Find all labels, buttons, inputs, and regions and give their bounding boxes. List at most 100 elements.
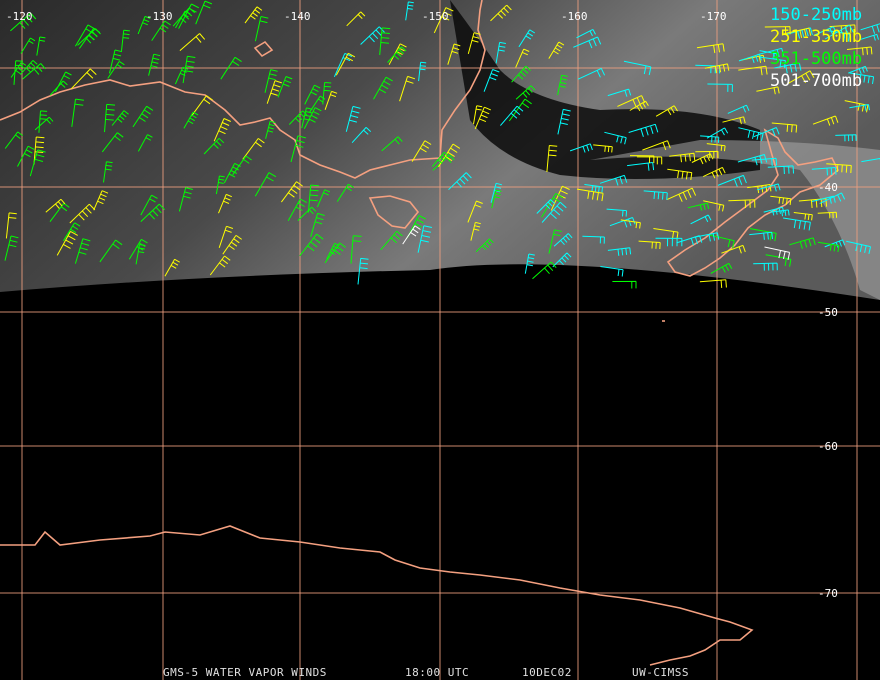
wind-barb xyxy=(387,46,407,63)
australia-coast xyxy=(0,0,486,179)
wind-barb xyxy=(627,162,655,171)
wind-barb xyxy=(109,49,123,74)
footer-title: GMS-5 WATER VAPOR WINDS xyxy=(163,666,327,679)
wind-barb xyxy=(604,131,627,145)
wind-barb xyxy=(333,52,353,78)
wind-barb xyxy=(691,153,714,165)
wind-barb xyxy=(36,36,46,56)
wind-barb xyxy=(220,56,242,80)
wind-barb xyxy=(817,241,840,252)
wind-barb xyxy=(38,110,48,133)
wind-barb xyxy=(33,136,45,165)
wind-barb xyxy=(767,165,794,175)
wind-barb xyxy=(638,240,661,250)
wind-barb xyxy=(4,235,19,261)
wind-barb xyxy=(264,69,278,93)
wind-barb xyxy=(696,43,725,54)
wind-barb xyxy=(629,155,655,164)
legend-entry: 251-350mb xyxy=(770,27,862,47)
wind-barb xyxy=(280,181,303,203)
wind-barb xyxy=(643,190,668,200)
wind-barb xyxy=(629,100,649,112)
wind-barb xyxy=(600,266,624,277)
wind-barb xyxy=(218,193,232,214)
wind-barb xyxy=(381,136,403,152)
wind-barb xyxy=(218,225,234,248)
wind-barb xyxy=(515,48,530,68)
longitude-label: -140 xyxy=(284,10,311,23)
wind-barb xyxy=(178,187,193,212)
wind-barb xyxy=(34,116,54,131)
wind-barb xyxy=(749,231,773,240)
wind-barb xyxy=(174,66,189,85)
wind-barb xyxy=(606,208,628,217)
wind-barb xyxy=(617,95,646,107)
wind-barb xyxy=(307,184,319,213)
wind-barb xyxy=(140,194,158,216)
longitude-label: -120 xyxy=(6,10,33,23)
wind-barb xyxy=(132,105,154,128)
wind-barb xyxy=(182,55,196,84)
wind-barb xyxy=(835,134,857,142)
wind-barb xyxy=(764,26,791,35)
wind-barb xyxy=(345,105,361,132)
wind-barb xyxy=(322,82,332,105)
wind-barb xyxy=(721,244,746,254)
latitude-label: -70 xyxy=(818,587,838,600)
wind-barb xyxy=(137,134,153,152)
wind-barb xyxy=(490,182,503,203)
wind-barb xyxy=(433,7,454,34)
wind-barb xyxy=(756,86,780,95)
wind-barb xyxy=(490,4,512,22)
wind-barb xyxy=(593,144,613,153)
wind-barb xyxy=(770,209,790,217)
wind-barb xyxy=(373,76,393,100)
wind-barb xyxy=(576,28,596,39)
wind-barb xyxy=(550,185,570,211)
wind-barb xyxy=(702,166,726,179)
wind-barb xyxy=(5,212,17,239)
wind-barb xyxy=(753,127,780,138)
wind-barb xyxy=(569,143,593,153)
wind-barb xyxy=(532,261,557,280)
wind-barb xyxy=(17,145,35,167)
wind-barb xyxy=(54,71,72,92)
wind-barbs xyxy=(4,0,880,289)
wind-barb xyxy=(467,32,481,55)
wind-barb xyxy=(536,199,556,214)
wind-barb xyxy=(694,232,720,242)
wind-barb xyxy=(203,137,225,155)
wind-barb xyxy=(242,137,265,160)
wind-barb xyxy=(553,233,573,247)
wind-barb xyxy=(299,233,324,257)
wind-barb xyxy=(74,238,91,264)
wind-barb xyxy=(548,229,562,254)
wind-barb xyxy=(10,61,27,78)
wind-barb xyxy=(607,247,632,256)
wind-barb xyxy=(474,106,491,130)
wind-barb xyxy=(771,122,798,133)
wind-barb xyxy=(728,199,756,209)
wind-barb xyxy=(612,280,637,289)
wind-barb xyxy=(859,33,879,41)
wind-barb xyxy=(609,217,636,228)
wind-barb xyxy=(829,24,856,34)
wind-barb xyxy=(74,24,95,47)
wind-barb xyxy=(310,212,325,237)
wind-barb xyxy=(760,56,786,69)
wind-barb xyxy=(287,198,307,222)
wind-barb xyxy=(19,60,38,75)
wind-barb xyxy=(573,36,602,49)
wind-barb xyxy=(811,195,836,204)
legend-entry: 150-250mb xyxy=(770,5,862,25)
wind-barb xyxy=(297,206,317,221)
wind-barb xyxy=(700,135,720,143)
wind-barb xyxy=(710,262,733,274)
wind-barb xyxy=(703,200,725,212)
wind-barb xyxy=(764,246,791,261)
wind-barb xyxy=(793,212,813,221)
wind-barb xyxy=(324,242,346,264)
wind-barb xyxy=(405,1,414,21)
wind-barb xyxy=(541,201,567,223)
wind-barb xyxy=(77,28,101,46)
